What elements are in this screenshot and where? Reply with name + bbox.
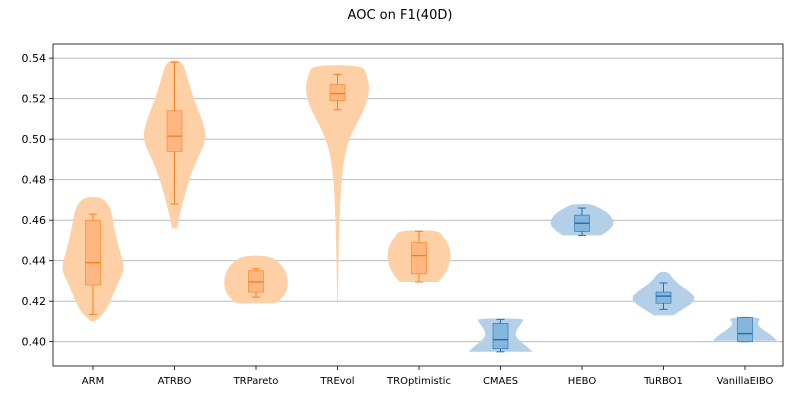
- y-tick-label: 0.44: [22, 255, 47, 268]
- x-tick-label: TuRBO1: [643, 376, 683, 387]
- x-tick-label: TROptimistic: [386, 376, 451, 387]
- box-layer: [85, 61, 753, 353]
- y-tick-label: 0.42: [22, 295, 47, 308]
- y-tick-label: 0.40: [22, 336, 47, 349]
- x-tick-label: ARM: [82, 376, 104, 387]
- x-tick-label: VanillaEIBO: [717, 376, 774, 387]
- x-axis: ARM ATRBO TRPareto TREvol TROptimistic CMAES H…: [82, 366, 774, 387]
- y-tick-label: 0.48: [22, 174, 47, 187]
- y-tick-label: 0.46: [22, 214, 47, 227]
- y-axis: 0.40 0.42 0.44 0.46 0.48 0.50 0.52 0.54: [22, 52, 53, 349]
- box-cmaes: [492, 323, 509, 350]
- x-tick-label: CMAES: [483, 376, 518, 387]
- box-vanillaeibo: [737, 317, 753, 342]
- y-tick-label: 0.52: [22, 93, 47, 106]
- y-tick-label: 0.50: [22, 133, 47, 146]
- violin-trevol: [306, 65, 369, 304]
- x-tick-label: TRPareto: [233, 376, 279, 387]
- box-arm: [85, 219, 101, 286]
- y-tick-label: 0.54: [22, 52, 47, 65]
- x-tick-label: HEBO: [568, 376, 597, 387]
- box-troptimistic: [411, 242, 427, 275]
- violin-layer: [62, 60, 777, 352]
- x-tick-label: ATRBO: [158, 376, 192, 387]
- chart-title: AOC on F1(40D): [348, 8, 453, 23]
- x-tick-label: TREvol: [319, 376, 354, 387]
- box-turbo1: [655, 291, 672, 304]
- box-trevol: [329, 84, 346, 102]
- box-atrbo: [166, 110, 183, 152]
- plot-area-frame: [52, 43, 784, 367]
